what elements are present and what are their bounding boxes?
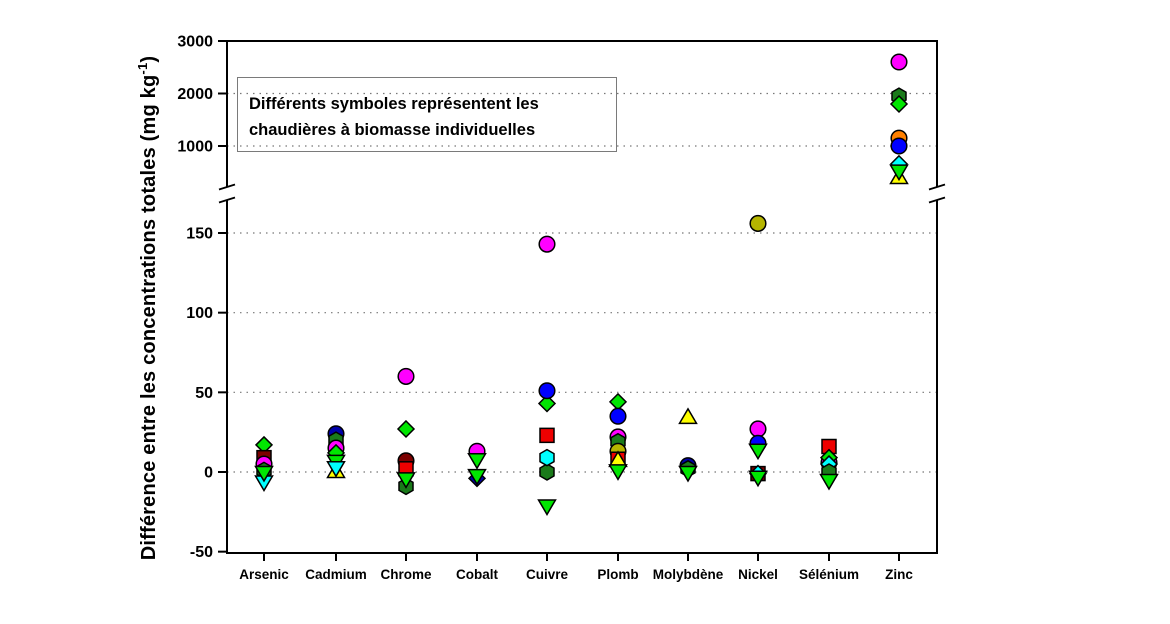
axis-break-mark (218, 183, 236, 191)
axes-group (218, 40, 946, 561)
axis-labels-group: 3000 2000 1000 150 100 50 0 -50 Arsenic Cadmium Ch… (177, 34, 913, 583)
marker-diamond (537, 394, 557, 413)
marker-diamond (889, 94, 909, 114)
x-category-label: Zinc (885, 567, 913, 582)
axis-break-mark (928, 196, 946, 204)
annotation-line-1: Différents symboles représentent les (249, 95, 539, 113)
axis-break-mark (928, 183, 946, 191)
x-category-label: Cuivre (526, 567, 569, 582)
marker-triangle-down (608, 464, 628, 481)
marker-hexagon (539, 463, 555, 481)
top-panel-axis (226, 40, 938, 187)
marker-triangle-down (678, 465, 698, 483)
x-category-label: Molybdène (653, 567, 724, 582)
axis-break-mark (218, 196, 236, 204)
marker-triangle-down (467, 468, 487, 486)
marker-square (539, 427, 555, 444)
marker-diamond (608, 392, 628, 411)
annotation-box: Différents symboles représentent les cha… (237, 77, 617, 152)
marker-circle (538, 235, 556, 253)
marker-triangle-down (254, 465, 274, 483)
marker-circle (397, 367, 415, 385)
marker-triangle-down (748, 443, 768, 461)
x-category-label: Arsenic (239, 567, 289, 582)
y-tick-label: 100 (186, 305, 213, 322)
marker-triangle-down (467, 453, 487, 470)
marker-circle (609, 407, 627, 425)
y-tick-label: 3000 (177, 34, 213, 51)
x-category-label: Nickel (738, 567, 778, 582)
marker-circle (890, 137, 908, 155)
bottom-panel-axis (226, 200, 938, 554)
y-tick-label: 50 (195, 385, 213, 402)
x-category-label: Chrome (380, 567, 431, 582)
y-tick-label: 150 (186, 226, 213, 243)
marker-triangle-down (889, 164, 909, 182)
marker-triangle-down (396, 472, 416, 489)
y-tick-label: 1000 (177, 139, 213, 156)
x-category-label: Cadmium (305, 567, 367, 582)
marker-triangle-down (748, 470, 768, 488)
marker-circle (538, 382, 556, 400)
x-category-label: Sélénium (799, 567, 859, 582)
marker-triangle-down (326, 460, 346, 478)
marker-triangle-down (819, 473, 839, 491)
marker-circle (749, 214, 767, 232)
marker-hexagon (539, 448, 555, 467)
marker-circle (749, 420, 767, 438)
gridlines-group (227, 92, 937, 473)
y-tick-label: -50 (190, 544, 213, 561)
marker-triangle-up (678, 407, 698, 425)
x-category-label: Plomb (597, 567, 638, 582)
data-points-group (254, 53, 909, 516)
marker-diamond (396, 419, 416, 439)
marker-triangle-down (537, 499, 557, 516)
y-tick-label: 0 (204, 465, 213, 482)
y-tick-label: 2000 (177, 86, 213, 103)
x-category-label: Cobalt (456, 567, 499, 582)
annotation-line-2: chaudières à biomasse individuelles (249, 121, 536, 139)
marker-circle (890, 53, 908, 71)
